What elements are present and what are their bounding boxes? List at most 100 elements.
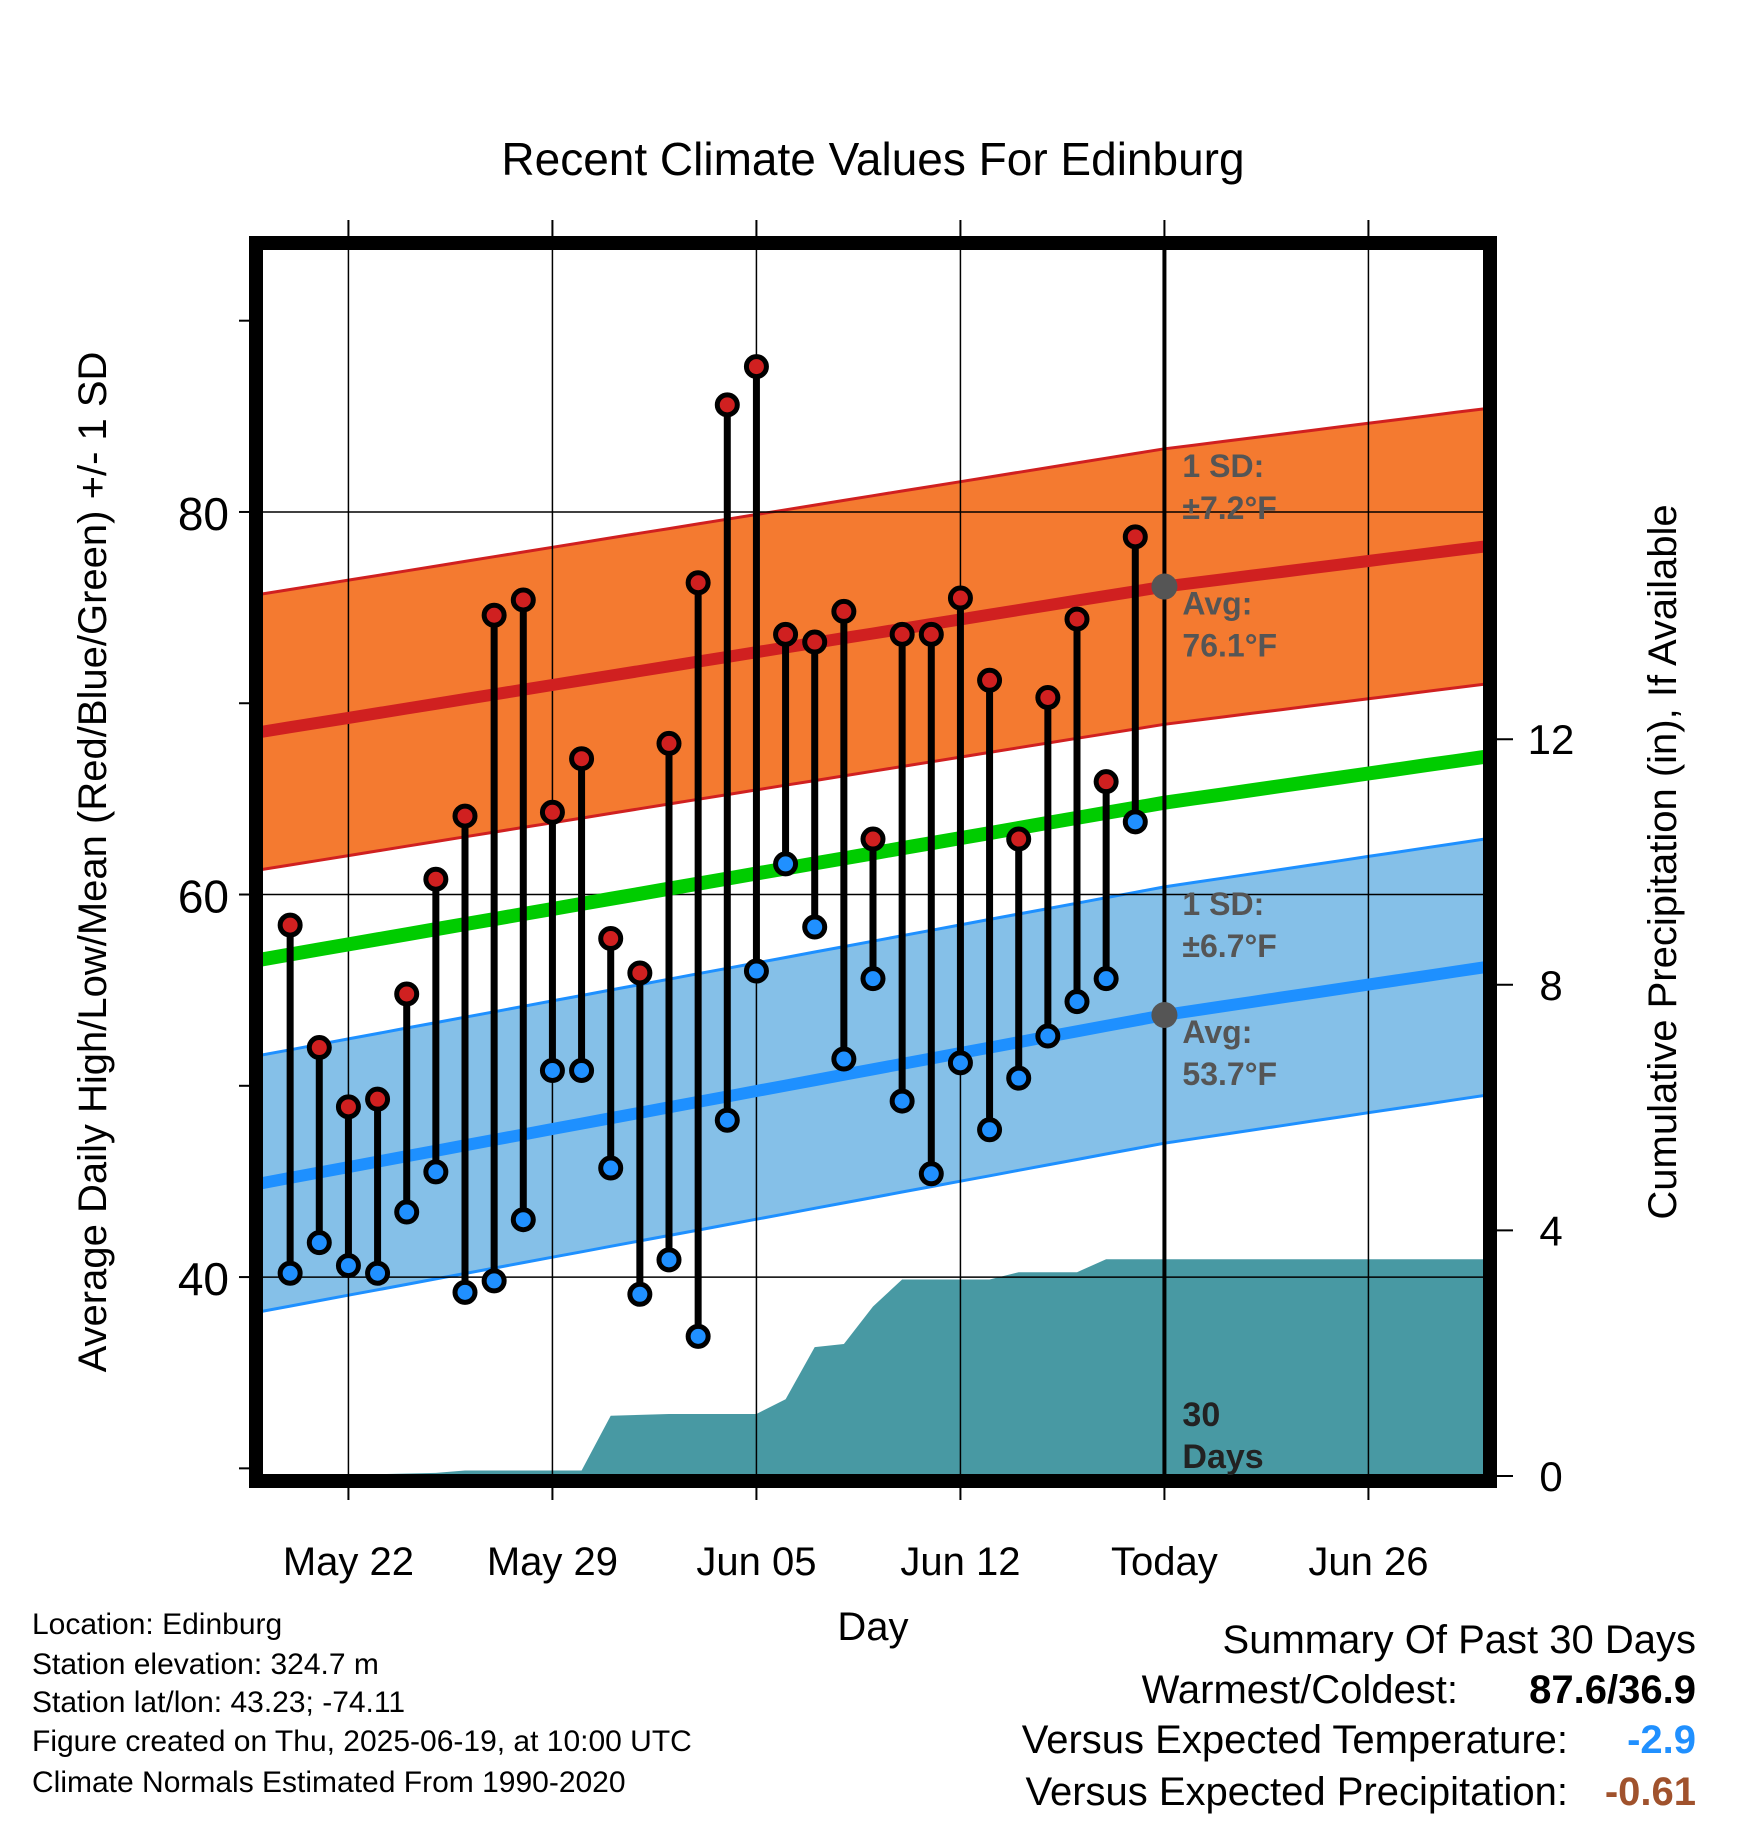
daily-low-marker (685, 1323, 711, 1349)
daily-low-marker (598, 1155, 624, 1181)
precip-period-label-days: Days (1182, 1438, 1263, 1476)
precip-vs-expected-label: Versus Expected Precipitation: (1025, 1770, 1568, 1814)
daily-low-marker (1093, 966, 1119, 992)
daily-high-marker (306, 1035, 332, 1061)
daily-low-marker (452, 1279, 478, 1305)
daily-high-marker (1035, 685, 1061, 711)
daily-high-marker (918, 621, 944, 647)
y-tick-label: 60 (178, 871, 229, 923)
low-sd-value: ±6.7°F (1182, 928, 1276, 964)
daily-low-marker (277, 1260, 303, 1286)
y2-tick-label: 4 (1539, 1207, 1562, 1254)
daily-high-marker (365, 1086, 391, 1112)
daily-high-marker (277, 912, 303, 938)
temp-vs-expected-value: -2.9 (1627, 1718, 1696, 1762)
daily-high-marker (743, 354, 769, 380)
daily-high-marker (831, 598, 857, 624)
daily-low-marker (743, 958, 769, 984)
daily-low-marker (831, 1046, 857, 1072)
daily-low-marker (977, 1117, 1003, 1143)
x-tick-label: Jun 12 (900, 1540, 1020, 1584)
high-avg-label: Avg: (1182, 586, 1252, 622)
x-axis-label: Day (837, 1605, 908, 1649)
daily-low-marker (802, 914, 828, 940)
daily-high-marker (539, 799, 565, 825)
daily-high-marker (394, 981, 420, 1007)
daily-high-marker (627, 960, 653, 986)
low-sd-label: 1 SD: (1182, 886, 1264, 922)
low-avg-value: 53.7°F (1182, 1056, 1277, 1092)
temp-vs-expected-label: Versus Expected Temperature: (1021, 1718, 1568, 1762)
daily-low-marker (773, 851, 799, 877)
low-avg-label: Avg: (1182, 1014, 1252, 1050)
high-avg-value: 76.1°F (1182, 628, 1277, 664)
daily-low-marker (889, 1088, 915, 1114)
daily-high-marker (423, 866, 449, 892)
x-tick-label: Jun 26 (1308, 1540, 1428, 1584)
daily-high-marker (335, 1094, 361, 1120)
daily-low-marker (481, 1268, 507, 1294)
daily-low-marker (627, 1281, 653, 1307)
daily-low-marker (335, 1253, 361, 1279)
daily-low-marker (918, 1161, 944, 1187)
daily-high-marker (889, 621, 915, 647)
daily-low-marker (1006, 1065, 1032, 1091)
warm-cold-value: 87.6/36.9 (1529, 1668, 1696, 1712)
daily-low-marker (947, 1050, 973, 1076)
plot-area (261, 248, 1485, 1476)
y-tick-label: 40 (178, 1253, 229, 1305)
daily-low-marker (860, 966, 886, 992)
high-band-upper-edge (261, 407, 1485, 596)
daily-high-marker (714, 392, 740, 418)
normal-high-line (261, 540, 1485, 738)
normals-text: Climate Normals Estimated From 1990-2020 (32, 1766, 626, 1799)
precip-vs-expected-value: -0.61 (1604, 1770, 1696, 1814)
daily-low-marker (656, 1247, 682, 1273)
location-text: Location: Edinburg (32, 1608, 283, 1641)
y-axis-label: Average Daily High/Low/Mean (Red/Blue/Gr… (71, 352, 115, 1373)
x-tick-label: Jun 05 (696, 1540, 816, 1584)
precipitation-area (261, 1259, 1485, 1476)
daily-high-marker (1064, 606, 1090, 632)
daily-low-marker (714, 1107, 740, 1133)
precip-period-label: 30 (1182, 1396, 1220, 1434)
daily-low-marker (365, 1260, 391, 1286)
x-tick-label: May 22 (283, 1540, 414, 1584)
daily-high-marker (947, 585, 973, 611)
daily-low-marker (1064, 989, 1090, 1015)
summary-heading: Summary Of Past 30 Days (1222, 1618, 1696, 1662)
daily-high-marker (1122, 524, 1148, 550)
daily-low-marker (423, 1159, 449, 1185)
daily-high-marker (656, 730, 682, 756)
plot-frame (249, 236, 1497, 1488)
daily-high-marker (860, 826, 886, 852)
warm-cold-label: Warmest/Coldest: (1141, 1668, 1458, 1712)
high-sd-label: 1 SD: (1182, 448, 1264, 484)
daily-low-marker (510, 1207, 536, 1233)
daily-low-marker (1035, 1023, 1061, 1049)
latlon-text: Station lat/lon: 43.23; -74.11 (32, 1686, 406, 1719)
daily-high-marker (510, 587, 536, 613)
chart-title: Recent Climate Values For Edinburg (501, 133, 1244, 185)
daily-low-marker (1122, 809, 1148, 835)
daily-low-marker (569, 1057, 595, 1083)
today-avg-high-dot (1151, 573, 1178, 600)
today-avg-low-dot (1151, 1002, 1178, 1029)
daily-high-marker (481, 602, 507, 628)
x-tick-label: Today (1111, 1540, 1218, 1584)
daily-high-marker (1006, 826, 1032, 852)
daily-high-marker (977, 667, 1003, 693)
y-tick-label: 80 (178, 488, 229, 540)
daily-high-marker (685, 570, 711, 596)
daily-high-marker (773, 621, 799, 647)
elevation-text: Station elevation: 324.7 m (32, 1648, 379, 1681)
created-text: Figure created on Thu, 2025-06-19, at 10… (32, 1725, 692, 1758)
daily-low-marker (306, 1230, 332, 1256)
daily-high-marker (598, 926, 624, 952)
y2-tick-label: 12 (1528, 716, 1575, 763)
daily-high-marker (452, 803, 478, 829)
daily-low-marker (394, 1199, 420, 1225)
y2-axis-label: Cumulative Precipitation (in), If Availa… (1641, 504, 1685, 1219)
y2-tick-label: 0 (1539, 1453, 1562, 1500)
